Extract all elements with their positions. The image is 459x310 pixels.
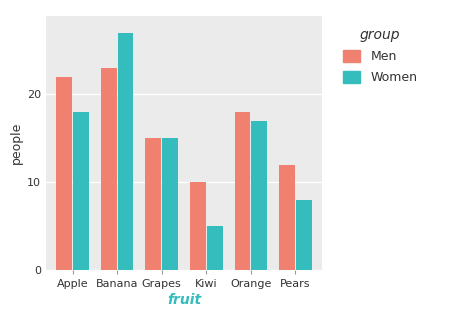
Bar xyxy=(145,138,161,270)
Bar xyxy=(251,121,266,270)
Bar xyxy=(295,200,311,270)
Bar xyxy=(279,165,294,270)
Bar xyxy=(101,68,116,270)
Bar xyxy=(118,33,133,270)
X-axis label: fruit: fruit xyxy=(167,293,201,307)
Bar xyxy=(190,182,205,270)
Y-axis label: people: people xyxy=(10,122,23,164)
Legend: Men, Women: Men, Women xyxy=(336,22,423,91)
Bar xyxy=(207,226,222,270)
Bar xyxy=(234,112,250,270)
Bar xyxy=(162,138,178,270)
Bar xyxy=(73,112,89,270)
Bar xyxy=(56,77,72,270)
